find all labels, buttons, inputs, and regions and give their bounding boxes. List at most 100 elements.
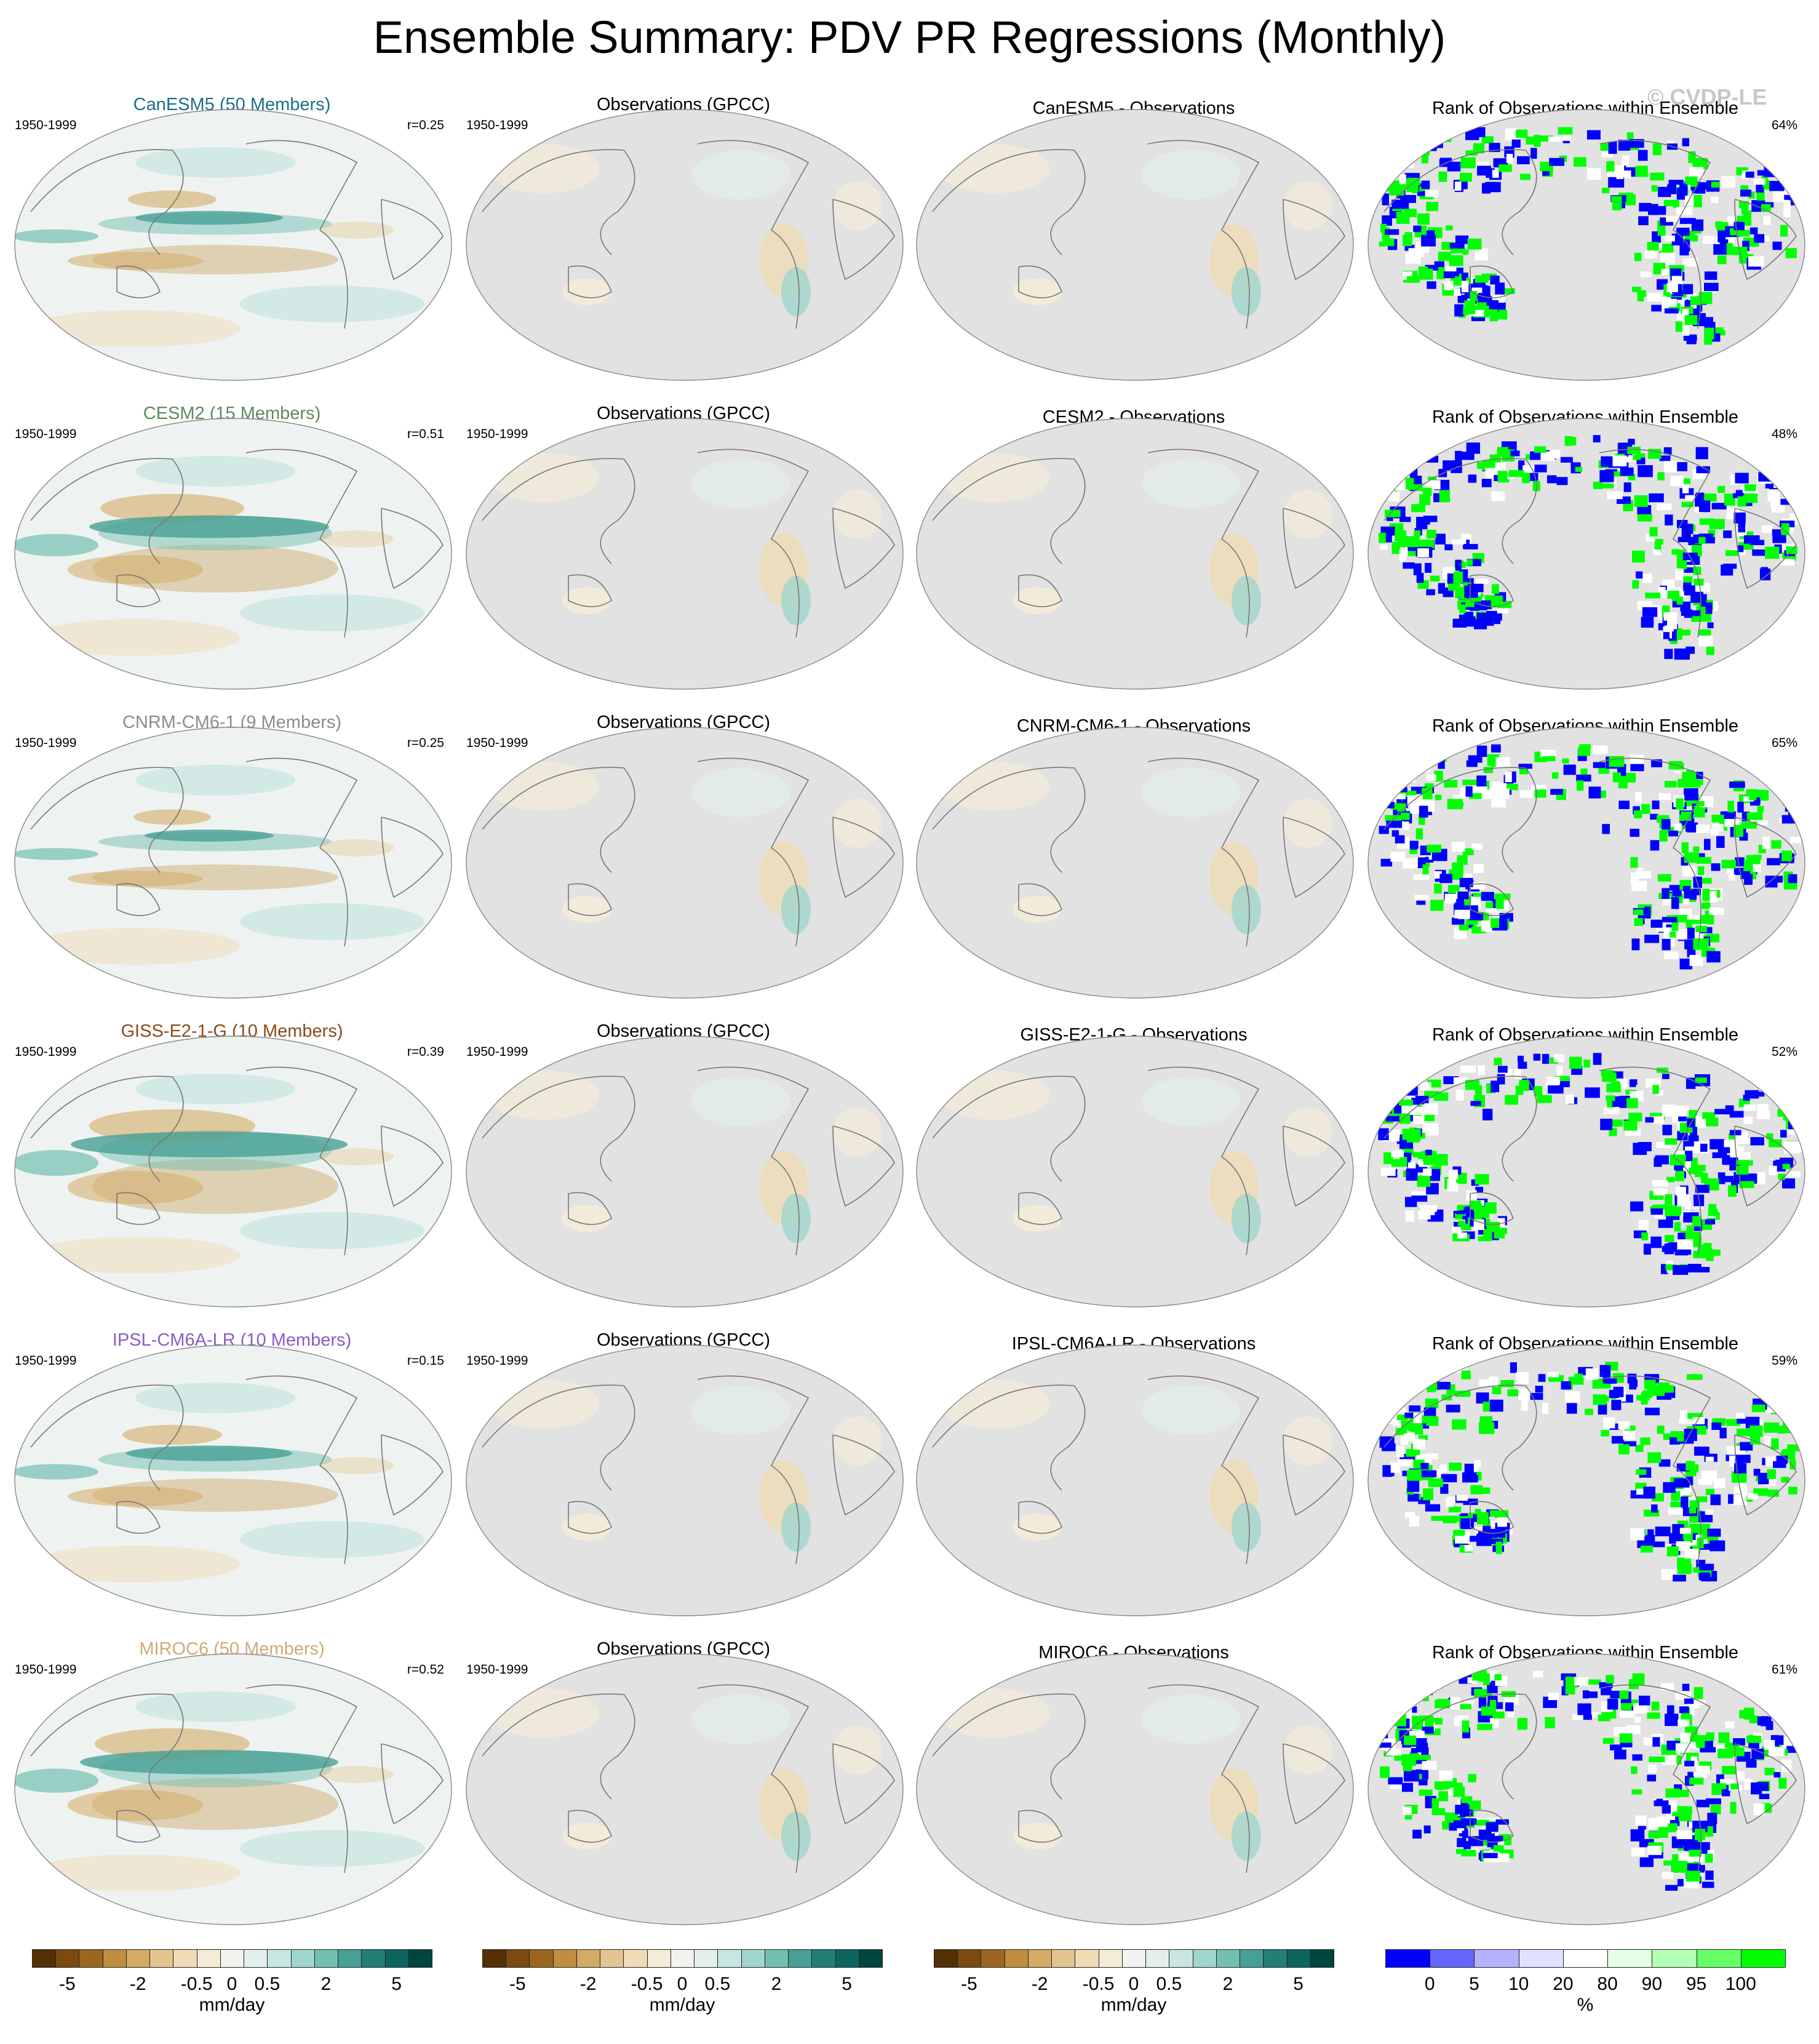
colorbar-diff: [934, 1949, 1334, 1970]
colorbar-swatch: [934, 1949, 958, 1968]
rank-percent: 52%: [1771, 1045, 1797, 1059]
colorbar-swatch: [173, 1949, 197, 1968]
period-label: 1950-1999: [466, 427, 528, 441]
colorbar-swatch: [102, 1949, 127, 1968]
colorbar-tick-label: -0.5: [631, 1974, 663, 1994]
colorbar-swatch: [1286, 1949, 1311, 1968]
period-label: 1950-1999: [466, 1354, 528, 1368]
colorbar-swatch: [623, 1949, 648, 1968]
colorbar-swatch: [149, 1949, 174, 1968]
colorbar-swatch: [858, 1949, 883, 1968]
period-label: 1950-1999: [15, 736, 77, 750]
colorbar-tick-label: -2: [579, 1974, 597, 1994]
map-model-2: [14, 727, 452, 999]
rank-percent: 61%: [1771, 1663, 1797, 1677]
map-diff-1: [916, 418, 1354, 690]
colorbar-tick-label: 0: [1424, 1974, 1435, 1994]
period-label: 1950-1999: [466, 1045, 528, 1059]
period-label: 1950-1999: [15, 1045, 77, 1059]
colorbar-unit: %: [1577, 1995, 1594, 2015]
colorbar-swatch: [79, 1949, 103, 1968]
colorbar-swatch: [506, 1949, 530, 1968]
colorbar-tick-label: 0: [226, 1974, 237, 1994]
period-label: 1950-1999: [466, 1663, 528, 1677]
period-label: 1950-1999: [15, 427, 77, 441]
colorbar-swatch: [1310, 1949, 1334, 1968]
colorbar-tick-label: 0.5: [704, 1974, 731, 1994]
colorbar-swatch: [1027, 1949, 1053, 1968]
colorbar-swatch: [552, 1949, 577, 1968]
pattern-correlation: r=0.51: [407, 427, 444, 441]
panel-rank-row-3: Rank of Observations within Ensemble 52%: [1362, 1007, 1809, 1314]
panel-model-row-0: CanESM5 (50 Members) 1950-1999 r=0.25: [9, 80, 455, 388]
map-rank-3: [1367, 1036, 1805, 1307]
colorbar-swatch: [482, 1949, 507, 1968]
colorbar-tick-label: 0.5: [254, 1974, 281, 1994]
colorbar-swatch: [811, 1949, 836, 1968]
colorbar-swatch: [1518, 1949, 1564, 1968]
colorbar-swatch: [1004, 1949, 1029, 1968]
panel-model-row-1: CESM2 (15 Members) 1950-1999 r=0.51: [9, 389, 455, 697]
colorbar-swatch: [835, 1949, 859, 1968]
panel-model-row-3: GISS-E2-1-G (10 Members) 1950-1999 r=0.39: [9, 1007, 455, 1314]
pattern-correlation: r=0.25: [407, 118, 444, 132]
colorbar-swatch: [1385, 1949, 1431, 1968]
colorbar-swatch: [981, 1949, 1005, 1968]
map-model-0: [14, 109, 452, 381]
panel-diff-row-2: CNRM-CM6-1 - Observations: [910, 698, 1357, 1005]
map-obs-5: [466, 1653, 904, 1925]
colorbar-swatch: [384, 1949, 409, 1968]
rank-percent: 65%: [1771, 736, 1797, 750]
colorbar-tick-label: 2: [1222, 1974, 1233, 1994]
colorbar-tick-label: 5: [842, 1974, 852, 1994]
map-obs-1: [466, 418, 904, 690]
colorbar-tick-label: 5: [391, 1974, 402, 1994]
pattern-correlation: r=0.25: [407, 736, 444, 750]
map-obs-4: [466, 1344, 904, 1616]
colorbar-swatch: [1169, 1949, 1193, 1968]
colorbar-tick-label: -2: [1031, 1974, 1048, 1994]
colorbar-swatch: [1430, 1949, 1475, 1968]
panel-obs-row-4: Observations (GPCC) 1950-1999: [460, 1315, 907, 1623]
colorbar-model: [32, 1949, 432, 1970]
pattern-correlation: r=0.15: [407, 1354, 444, 1368]
colorbar-tick-label: 20: [1553, 1974, 1574, 1994]
colorbar-obs: [482, 1949, 883, 1970]
colorbar-swatch: [361, 1949, 386, 1968]
pattern-correlation: r=0.52: [407, 1663, 444, 1677]
map-diff-2: [916, 727, 1354, 999]
map-model-3: [14, 1036, 452, 1307]
panel-model-row-2: CNRM-CM6-1 (9 Members) 1950-1999 r=0.25: [9, 698, 455, 1005]
colorbar-tick-label: 0: [1128, 1974, 1139, 1994]
colorbar-swatch: [196, 1949, 221, 1968]
panel-obs-row-0: Observations (GPCC) 1950-1999: [460, 80, 907, 388]
colorbar-swatch: [1652, 1949, 1697, 1968]
colorbar-tick-label: 2: [320, 1974, 332, 1994]
panel-obs-row-3: Observations (GPCC) 1950-1999: [460, 1007, 907, 1314]
colorbar-swatch: [314, 1949, 339, 1968]
panel-diff-row-3: GISS-E2-1-G - Observations: [910, 1007, 1357, 1314]
map-rank-2: [1367, 727, 1805, 999]
colorbar-swatch: [220, 1949, 245, 1968]
colorbar-tick-label: 80: [1597, 1974, 1618, 1994]
colorbar-swatch: [408, 1949, 432, 1968]
map-obs-3: [466, 1036, 904, 1307]
colorbar-swatch: [647, 1949, 671, 1968]
map-rank-0: [1367, 109, 1805, 381]
map-rank-1: [1367, 418, 1805, 690]
colorbar-tick-label: -5: [961, 1974, 977, 1994]
colorbar-swatch: [1263, 1949, 1288, 1968]
colorbar-swatch: [1740, 1949, 1786, 1968]
colorbar-tick-label: 0.5: [1156, 1974, 1182, 1994]
colorbar-swatch: [694, 1949, 718, 1968]
colorbar-tick-label: 100: [1725, 1974, 1756, 1994]
rank-percent: 59%: [1771, 1354, 1797, 1368]
colorbar-tick-label: 5: [1469, 1974, 1479, 1994]
map-diff-3: [916, 1036, 1354, 1307]
map-obs-2: [466, 727, 904, 999]
colorbar-tick-label: -0.5: [180, 1974, 213, 1994]
colorbar-swatch: [32, 1949, 57, 1968]
map-obs-0: [466, 109, 904, 381]
colorbar-swatch: [1145, 1949, 1170, 1968]
panel-rank-row-2: Rank of Observations within Ensemble 65%: [1362, 698, 1809, 1005]
